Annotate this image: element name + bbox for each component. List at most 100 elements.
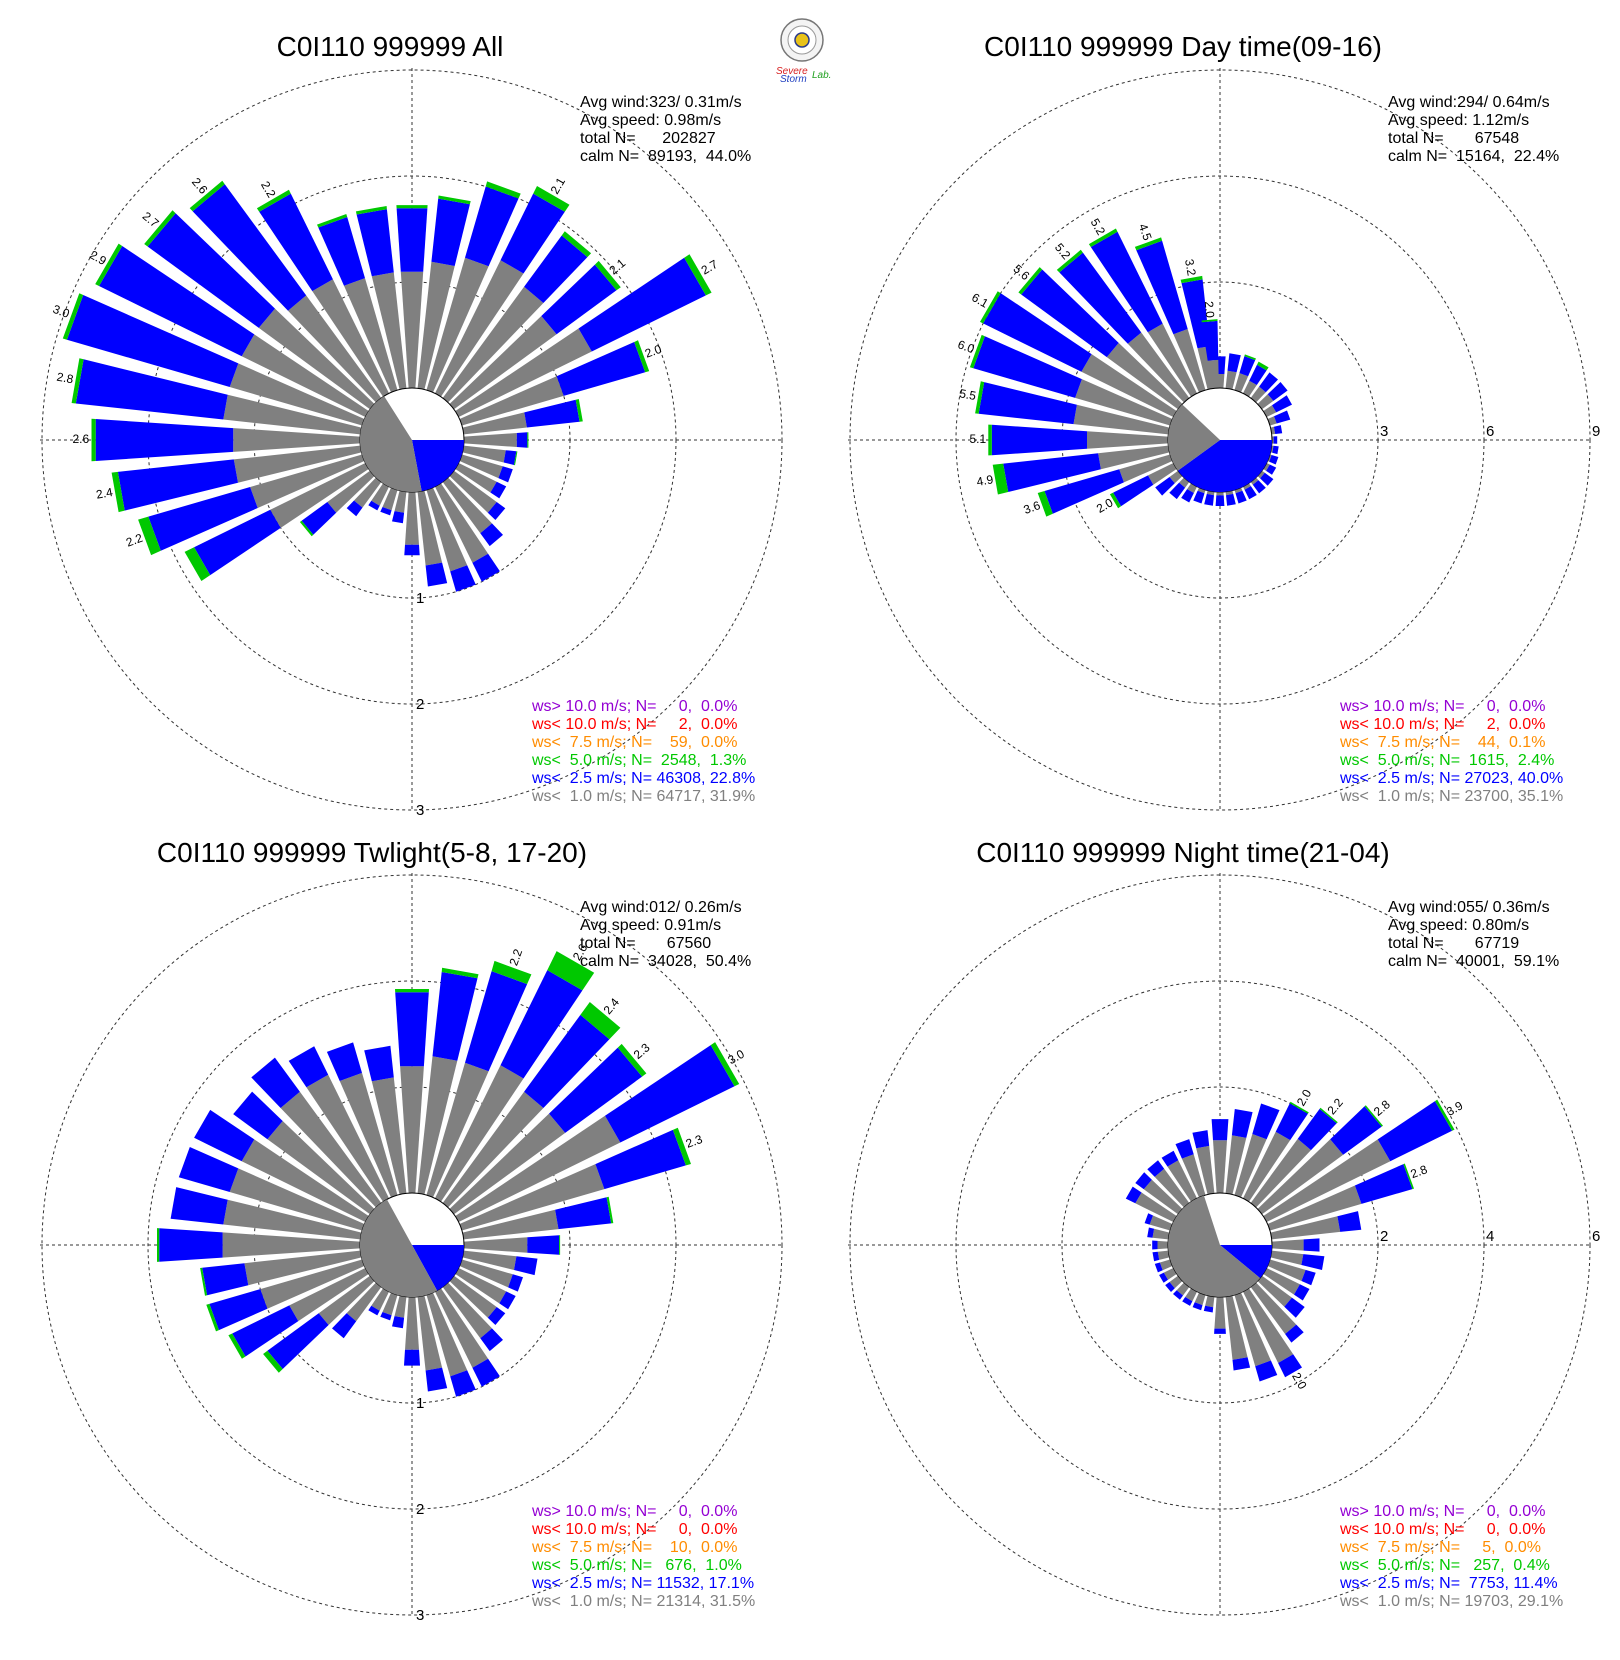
sector-total-label: 5.2 xyxy=(1088,216,1109,238)
legend-entry: ws< 1.0 m/s; N= 19703, 29.1% xyxy=(1339,1593,1563,1610)
wind-rose-panel-1: 2.12.1 2.72.02.22.42.62.83.02.92.72.6 2.21… xyxy=(40,31,784,819)
sector-bar-blue-355 xyxy=(1201,320,1219,361)
sector-bar-blue-50 xyxy=(549,1047,643,1133)
sector-bar-gray-60 xyxy=(455,1115,621,1222)
sector-bar-gray-110 xyxy=(1267,454,1272,462)
sector-bar-blue-310 xyxy=(147,213,275,328)
sector-bar-blue-340 xyxy=(318,217,365,286)
sector-bar-gray-220 xyxy=(1176,1282,1190,1296)
sector-bar-blue-350 xyxy=(1192,1130,1210,1149)
sector-bar-gray-320 xyxy=(1154,1168,1190,1208)
sector-bar-blue-110 xyxy=(508,1274,523,1292)
sector-bar-blue-120 xyxy=(490,481,507,499)
sector-bar-green-230 xyxy=(299,520,314,537)
sector-bar-blue-90 xyxy=(1273,436,1278,444)
sector-total-label: 3.6 xyxy=(1022,498,1043,517)
stats-line: total N= 67719 xyxy=(1388,935,1519,952)
sector-bar-blue-20 xyxy=(1239,356,1256,377)
sector-bar-blue-320 xyxy=(1147,1160,1165,1177)
sector-bar-green-60 xyxy=(684,254,712,296)
sector-bar-gray-330 xyxy=(1167,1160,1197,1202)
sector-bar-blue-350 xyxy=(356,209,394,277)
sector-bar-gray-250 xyxy=(1119,454,1173,483)
sector-bar-blue-290 xyxy=(66,295,239,387)
sector-bar-green-290 xyxy=(969,334,985,369)
sector-bar-blue-10 xyxy=(432,972,478,1061)
sector-bar-gray-200 xyxy=(1194,1292,1206,1306)
stats-line: calm N= 89193, 44.0% xyxy=(580,148,751,165)
sector-bar-blue-140 xyxy=(1285,1324,1304,1343)
sector-bar-gray-190 xyxy=(1205,1295,1215,1308)
sector-bar-blue-260 xyxy=(1003,453,1101,492)
sector-total-label: 2.3 xyxy=(684,1132,705,1151)
sector-bar-gray-160 xyxy=(1234,1292,1271,1367)
stats-line: Avg speed: 1.12m/s xyxy=(1388,112,1529,129)
sector-bar-blue-320 xyxy=(1059,252,1142,344)
sector-bar-gray-280 xyxy=(223,1199,362,1240)
sector-bar-blue-70 xyxy=(556,342,646,396)
sector-bar-blue-150 xyxy=(472,553,500,582)
ring-label: 6 xyxy=(1592,1228,1600,1245)
sector-bar-blue-230 xyxy=(267,1313,329,1369)
sector-total-label: 4.9 xyxy=(975,472,994,489)
sector-bar-gray-260 xyxy=(244,1250,362,1286)
sector-bar-blue-340 xyxy=(326,1042,362,1081)
sector-bar-green-240 xyxy=(228,1333,246,1359)
sector-bar-gray-270 xyxy=(222,1232,361,1258)
ring-label: 4 xyxy=(1486,1228,1494,1245)
sector-bar-blue-220 xyxy=(1169,482,1186,500)
stats-line: Avg speed: 0.98m/s xyxy=(580,112,721,129)
sector-bar-blue-280 xyxy=(170,1187,228,1225)
sector-bar-green-320 xyxy=(189,180,225,212)
calm-pie-gray xyxy=(1168,1195,1261,1297)
sector-bar-gray-300 xyxy=(1081,354,1177,417)
sector-bar-gray-20 xyxy=(426,1062,489,1198)
sector-bar-blue-200 xyxy=(380,1312,392,1321)
sector-bar-blue-70 xyxy=(1274,410,1291,424)
sector-bar-gray-160 xyxy=(426,1292,468,1377)
sector-bar-blue-180 xyxy=(1215,495,1225,506)
sector-bar-blue-270 xyxy=(95,419,234,461)
sector-bar-gray-110 xyxy=(459,1259,513,1288)
sector-bar-blue-290 xyxy=(1144,1213,1153,1225)
sector-bar-gray-290 xyxy=(1149,1215,1173,1231)
sector-bar-green-330 xyxy=(1088,228,1118,247)
calm-pie-blue xyxy=(412,440,464,492)
sector-bar-blue-20 xyxy=(465,971,528,1072)
sector-bar-green-0 xyxy=(396,205,428,209)
sector-bar-green-80 xyxy=(606,1196,614,1224)
sector-bar-gray-330 xyxy=(306,1074,389,1202)
sector-bar-blue-140 xyxy=(1252,480,1266,494)
sector-bar-gray-120 xyxy=(455,1268,507,1304)
legend-entry: ws< 7.5 m/s; N= 10, 0.0% xyxy=(531,1539,737,1556)
sector-bar-gray-40 xyxy=(442,1091,544,1208)
sector-bar-blue-340 xyxy=(1136,240,1188,335)
sector-bar-gray-220 xyxy=(354,477,382,508)
sector-total-label: 5.1 xyxy=(969,432,986,446)
wind-rose-panel-2: 2.03.64.95.15.56.06.15.65.25.2 4.53.22.03… xyxy=(848,31,1600,812)
sector-bar-blue-190 xyxy=(392,1316,405,1329)
sector-bar-gray-0 xyxy=(1213,1140,1227,1194)
sector-bar-green-250 xyxy=(1037,491,1053,517)
logo-word-severe: Severe xyxy=(776,66,808,77)
sector-bar-blue-50 xyxy=(1267,382,1288,401)
logo-word-lab: Lab. xyxy=(812,70,831,81)
sector-bar-green-250 xyxy=(138,516,161,556)
sector-bar-gray-270 xyxy=(233,428,361,452)
sector-bar-gray-240 xyxy=(1148,463,1177,485)
legend-entry: ws< 5.0 m/s; N= 676, 1.0% xyxy=(531,1557,742,1574)
sector-bar-blue-230 xyxy=(1155,477,1175,496)
sector-bar-green-270 xyxy=(157,1228,160,1262)
sector-bar-green-270 xyxy=(988,424,992,456)
sector-bar-gray-290 xyxy=(1075,379,1173,426)
sector-total-label: 2.2 xyxy=(124,531,145,550)
sector-total-label: 2.9 xyxy=(87,248,109,269)
sector-bar-gray-190 xyxy=(394,1295,407,1318)
ring-label: 1 xyxy=(416,1395,424,1412)
sector-bar-green-40 xyxy=(580,1002,621,1040)
legend-entry: ws< 5.0 m/s; N= 1615, 2.4% xyxy=(1339,752,1554,769)
sector-total-label: 6.1 xyxy=(969,290,991,311)
sector-bar-green-270 xyxy=(91,418,96,462)
sector-bar-blue-210 xyxy=(1181,489,1194,503)
